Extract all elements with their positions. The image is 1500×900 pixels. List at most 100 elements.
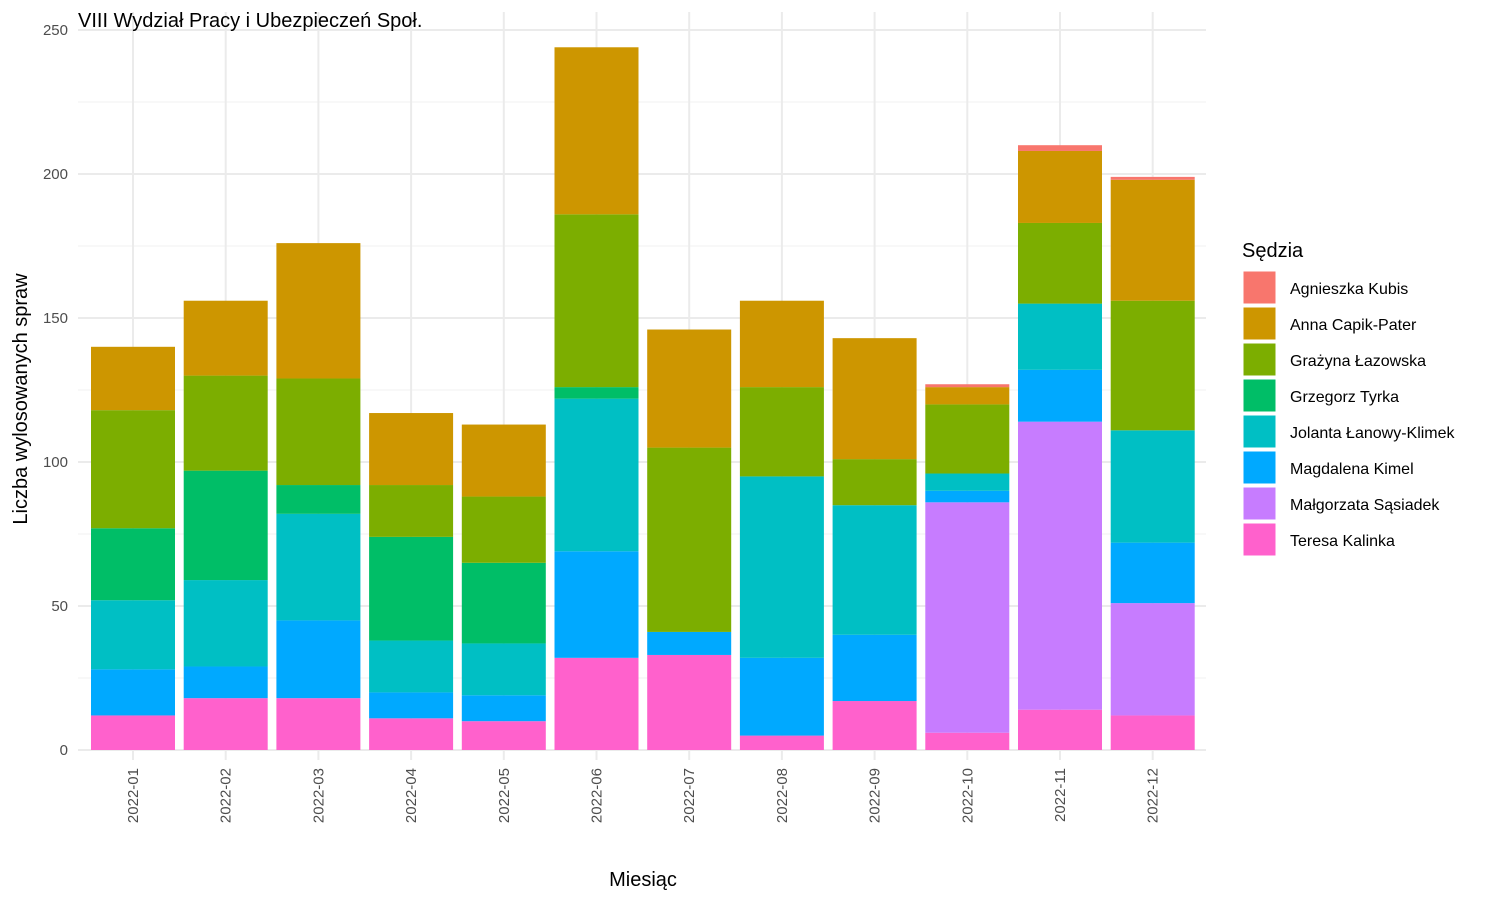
x-tick-label: 2022-09 [867,768,884,823]
y-tick-label: 200 [43,166,68,183]
bar-segment-grzegorz-tyrka-2022-01 [91,528,175,601]
legend-swatch [1242,306,1277,341]
bar-segment-teresa-kalinka-2022-01 [91,715,175,750]
bar-segment-anna-capik-pater-2022-08 [739,300,824,388]
bar-segment-magdalena-kimel-2022-12 [1110,542,1195,604]
legend-swatch [1242,342,1277,377]
bar-segment-teresa-kalinka-2022-08 [739,735,824,750]
chart-title: VIII Wydział Pracy i Ubezpieczeń Społ. [78,10,422,32]
x-tick-label: 2022-08 [774,768,791,823]
bar-segment-jolanta-anowy-klimek-2022-01 [91,600,175,670]
legend-label: Małgorzata Sąsiadek [1290,497,1440,514]
y-axis-title: Liczba wylosowanych spraw [10,273,32,525]
bar-segment-grzegorz-tyrka-2022-04 [369,536,454,641]
x-axis-title: Miesiąc [609,869,677,891]
legend-label: Teresa Kalinka [1290,533,1395,550]
bar-segment-gra-yna-azowska-2022-01 [91,410,175,529]
x-tick-label: 2022-10 [959,768,976,823]
x-tick-label: 2022-05 [496,768,513,823]
bar-segment-teresa-kalinka-2022-03 [276,698,361,750]
x-tick-label: 2022-02 [218,768,235,823]
x-tick-label: 2022-04 [403,768,420,823]
y-tick-label: 250 [43,22,68,39]
bar-segment-anna-capik-pater-2022-11 [1018,150,1102,223]
legend-label: Magdalena Kimel [1290,461,1414,478]
bar-segment-anna-capik-pater-2022-06 [554,47,639,215]
bar-segment-jolanta-anowy-klimek-2022-08 [739,476,824,658]
y-tick-label: 0 [60,742,68,759]
y-tick-label: 150 [43,310,68,327]
legend-label: Grażyna Łazowska [1290,353,1426,370]
bar-segment-anna-capik-pater-2022-09 [832,338,917,460]
bar-segment-magdalena-kimel-2022-09 [832,634,917,702]
legend-label: Grzegorz Tyrka [1290,389,1399,406]
x-tick-label: 2022-07 [681,768,698,823]
bar-segments [91,47,1195,750]
bar-segment-anna-capik-pater-2022-04 [369,413,454,486]
y-axis-ticks: 0 50 100 150 200 250 [43,22,68,759]
bar-segment-magdalena-kimel-2022-01 [91,669,175,716]
bar-segment-jolanta-anowy-klimek-2022-03 [276,513,361,621]
legend-label: Jolanta Łanowy-Klimek [1290,425,1456,442]
bar-segment-gra-yna-azowska-2022-02 [183,375,268,471]
bar-segment-gra-yna-azowska-2022-04 [369,485,454,537]
x-tick-label: 2022-12 [1145,768,1162,823]
x-tick-label: 2022-01 [125,768,142,823]
bar-segment-gra-yna-azowska-2022-10 [925,404,1010,474]
bar-segment-magdalena-kimel-2022-11 [1018,369,1102,422]
x-axis-ticks: 2022-01 2022-02 2022-03 2022-04 2022-05 2022-… [125,768,1162,823]
bar-segment-jolanta-anowy-klimek-2022-11 [1018,303,1102,370]
bar-segment-agnieszka-kubis-2022-10 [925,384,1010,388]
bar-segment-teresa-kalinka-2022-09 [832,701,917,750]
legend-swatch [1242,522,1277,557]
legend-swatch [1242,378,1277,413]
legend-swatch [1242,414,1277,449]
y-tick-label: 50 [51,598,68,615]
bar-segment-gra-yna-azowska-2022-06 [554,214,639,388]
bar-segment-anna-capik-pater-2022-10 [925,387,1010,405]
bar-segment-teresa-kalinka-2022-04 [369,718,454,750]
bar-segment-jolanta-anowy-klimek-2022-10 [925,473,1010,491]
bar-segment-grzegorz-tyrka-2022-03 [276,485,361,514]
bar-segment-anna-capik-pater-2022-01 [91,346,175,411]
bar-segment-teresa-kalinka-2022-05 [461,721,546,750]
bar-segment-magdalena-kimel-2022-04 [369,692,454,719]
bar-segment-teresa-kalinka-2022-11 [1018,709,1102,750]
legend-swatch [1242,270,1277,305]
bar-segment-teresa-kalinka-2022-06 [554,657,639,750]
bar-segment-teresa-kalinka-2022-10 [925,732,1010,750]
bar-segment-jolanta-anowy-klimek-2022-05 [461,643,546,696]
bar-segment-anna-capik-pater-2022-03 [276,243,361,379]
bar-segment-ma-gorzata-s-siadek-2022-11 [1018,421,1102,710]
bar-segment-anna-capik-pater-2022-05 [461,424,546,497]
bar-segment-magdalena-kimel-2022-02 [183,666,268,699]
bar-segment-anna-capik-pater-2022-12 [1110,179,1195,301]
bar-segment-magdalena-kimel-2022-03 [276,620,361,699]
bar-segment-gra-yna-azowska-2022-09 [832,459,917,506]
legend-swatch [1242,450,1277,485]
bar-segment-anna-capik-pater-2022-07 [647,329,732,448]
bar-segment-gra-yna-azowska-2022-12 [1110,300,1195,431]
legend-swatch [1242,486,1277,521]
bar-segment-jolanta-anowy-klimek-2022-02 [183,580,268,667]
x-tick-label: 2022-06 [589,768,606,823]
bar-segment-ma-gorzata-s-siadek-2022-10 [925,502,1010,733]
y-tick-label: 100 [43,454,68,471]
x-tick-label: 2022-11 [1052,768,1069,822]
legend-title: Sędzia [1242,240,1304,262]
bar-segment-teresa-kalinka-2022-02 [183,698,268,750]
bar-segment-jolanta-anowy-klimek-2022-06 [554,398,639,552]
bar-segment-anna-capik-pater-2022-02 [183,300,268,376]
bar-segment-teresa-kalinka-2022-07 [647,654,732,750]
bar-segment-jolanta-anowy-klimek-2022-09 [832,505,917,635]
bar-segment-jolanta-anowy-klimek-2022-04 [369,640,454,693]
bar-segment-agnieszka-kubis-2022-12 [1110,176,1195,180]
bar-segment-grzegorz-tyrka-2022-06 [554,387,639,399]
x-tick-label: 2022-03 [310,768,327,823]
bar-segment-ma-gorzata-s-siadek-2022-12 [1110,603,1195,716]
bar-segment-gra-yna-azowska-2022-11 [1018,222,1102,304]
bar-segment-magdalena-kimel-2022-05 [461,695,546,722]
bar-segment-magdalena-kimel-2022-10 [925,490,1010,503]
bar-segment-magdalena-kimel-2022-08 [739,657,824,736]
